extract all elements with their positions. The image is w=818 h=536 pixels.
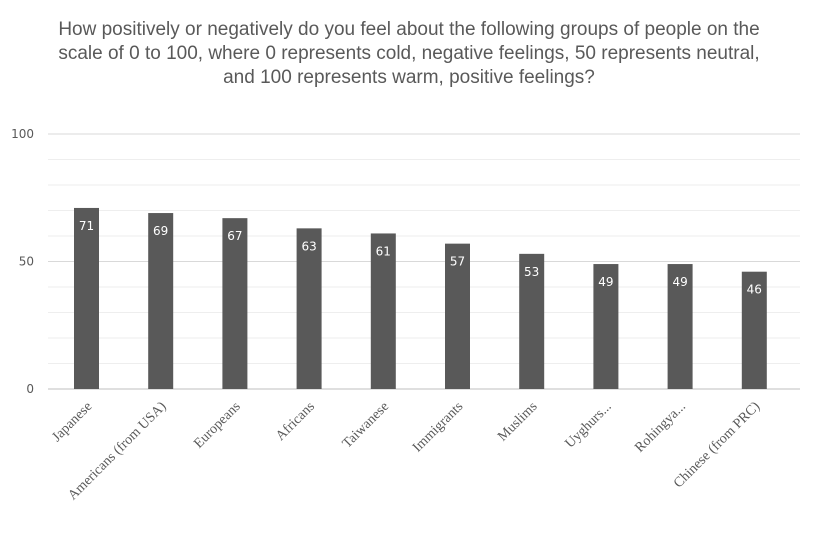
bar bbox=[222, 218, 248, 389]
data-label: 46 bbox=[747, 283, 762, 297]
data-label: 71 bbox=[79, 219, 94, 233]
data-labels: 71 69 67 63 61 57 53 49 49 46 bbox=[79, 219, 762, 297]
data-label: 61 bbox=[376, 244, 391, 258]
bar bbox=[593, 264, 619, 389]
x-tick-label: Europeans bbox=[191, 399, 243, 451]
bar bbox=[74, 207, 99, 389]
x-tick-label: Japanese bbox=[50, 399, 96, 445]
data-label: 53 bbox=[524, 265, 539, 279]
bar bbox=[667, 264, 693, 389]
chart-title: How positively or negatively do you feel… bbox=[58, 19, 760, 88]
data-label: 69 bbox=[153, 224, 168, 238]
bar bbox=[296, 228, 322, 389]
y-tick-label: 100 bbox=[11, 127, 34, 141]
bar bbox=[741, 271, 767, 389]
y-tick-label: 0 bbox=[26, 382, 34, 396]
x-tick-label: Immigrants bbox=[410, 399, 466, 455]
x-tick-label: Africans bbox=[273, 399, 318, 444]
data-label: 63 bbox=[301, 239, 316, 253]
bar bbox=[148, 213, 174, 389]
y-axis-ticks: 0 50 100 bbox=[11, 127, 34, 396]
data-label: 67 bbox=[227, 229, 242, 243]
x-tick-label: Taiwanese bbox=[340, 399, 392, 451]
bar bbox=[519, 253, 545, 389]
bar bbox=[445, 243, 470, 389]
data-label: 49 bbox=[598, 275, 613, 289]
bars bbox=[74, 207, 767, 389]
data-label: 57 bbox=[450, 255, 465, 269]
x-tick-label: Uyghurs... bbox=[563, 399, 615, 451]
data-label: 49 bbox=[672, 275, 687, 289]
bar bbox=[370, 233, 396, 389]
x-tick-label: Muslims bbox=[495, 399, 540, 444]
x-tick-label: Rohingya... bbox=[632, 399, 689, 456]
y-tick-label: 50 bbox=[19, 255, 34, 269]
